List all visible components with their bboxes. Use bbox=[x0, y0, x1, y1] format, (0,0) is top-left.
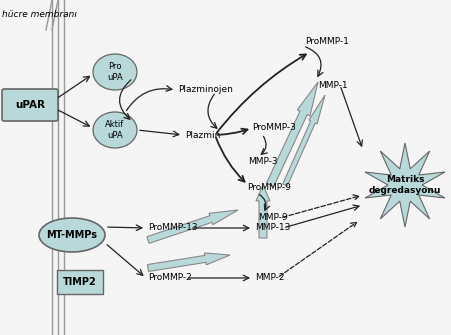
Ellipse shape bbox=[93, 54, 137, 90]
Text: Aktif
uPA: Aktif uPA bbox=[106, 120, 124, 140]
Polygon shape bbox=[147, 210, 238, 243]
Ellipse shape bbox=[39, 218, 105, 252]
Polygon shape bbox=[256, 185, 270, 238]
Text: MMP-3: MMP-3 bbox=[248, 157, 278, 166]
Text: ProMMP-3: ProMMP-3 bbox=[252, 124, 296, 133]
Text: ProMMP-2: ProMMP-2 bbox=[148, 273, 192, 282]
Text: hücre membranı: hücre membranı bbox=[2, 10, 77, 19]
Text: MT-MMPs: MT-MMPs bbox=[46, 230, 97, 240]
Text: ProMMP-13: ProMMP-13 bbox=[148, 223, 198, 232]
Polygon shape bbox=[283, 95, 325, 186]
Text: MMP-13: MMP-13 bbox=[255, 223, 290, 232]
Text: ProMMP-9: ProMMP-9 bbox=[247, 184, 291, 193]
Text: MMP-9: MMP-9 bbox=[258, 213, 288, 222]
Text: Matriks
degredasyonu: Matriks degredasyonu bbox=[369, 175, 441, 195]
Polygon shape bbox=[147, 253, 230, 271]
FancyBboxPatch shape bbox=[2, 89, 58, 121]
Text: Pro
uPA: Pro uPA bbox=[107, 62, 123, 82]
Text: uPAR: uPAR bbox=[15, 100, 45, 110]
Text: ProMMP-1: ProMMP-1 bbox=[305, 38, 349, 47]
Ellipse shape bbox=[93, 112, 137, 148]
Polygon shape bbox=[365, 143, 445, 227]
Text: Plazminojen: Plazminojen bbox=[178, 85, 233, 94]
Text: Plazmin: Plazmin bbox=[185, 131, 221, 139]
Text: MMP-2: MMP-2 bbox=[255, 273, 285, 282]
Polygon shape bbox=[267, 82, 318, 187]
Text: MMP-1: MMP-1 bbox=[318, 80, 348, 89]
Text: TIMP2: TIMP2 bbox=[63, 277, 97, 287]
FancyBboxPatch shape bbox=[57, 270, 103, 294]
